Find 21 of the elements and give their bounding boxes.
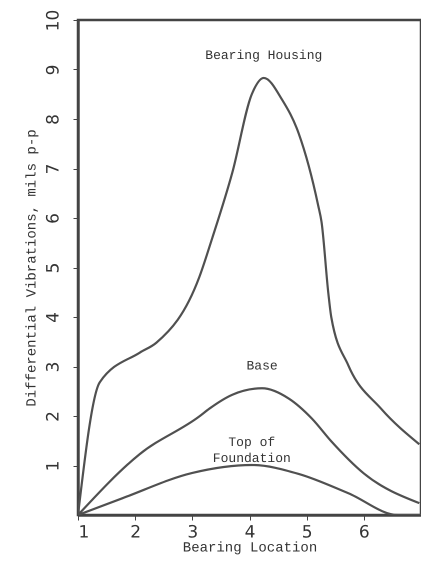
y-tick-label: 2 <box>44 411 64 422</box>
x-tick-label: 1 <box>78 522 90 542</box>
x-tick-label: 5 <box>302 522 313 542</box>
y-tick-label: 9 <box>44 64 64 76</box>
y-tick-label: 1 <box>44 460 64 472</box>
x-tick-label: 6 <box>358 522 370 542</box>
y-tick-label: 10 <box>44 10 64 32</box>
y-tick-label: 7 <box>44 164 64 174</box>
y-tick-label: 4 <box>44 312 64 323</box>
y-axis-title: Differential Vibrations, mils p-p <box>24 129 40 407</box>
y-tick-label: 8 <box>44 114 64 125</box>
series-label: Top of Foundation <box>212 435 291 466</box>
y-tick-label: 5 <box>44 262 64 274</box>
x-tick-label: 4 <box>244 522 256 542</box>
x-tick-label: 3 <box>187 522 198 542</box>
y-tick-label: 3 <box>44 362 64 372</box>
y-tick-label: 6 <box>44 213 64 224</box>
series-label: Bearing Housing <box>205 48 322 63</box>
x-axis-title: Bearing Location <box>182 540 318 556</box>
x-tick-label: 2 <box>130 522 142 542</box>
series-label: Base <box>246 358 278 374</box>
